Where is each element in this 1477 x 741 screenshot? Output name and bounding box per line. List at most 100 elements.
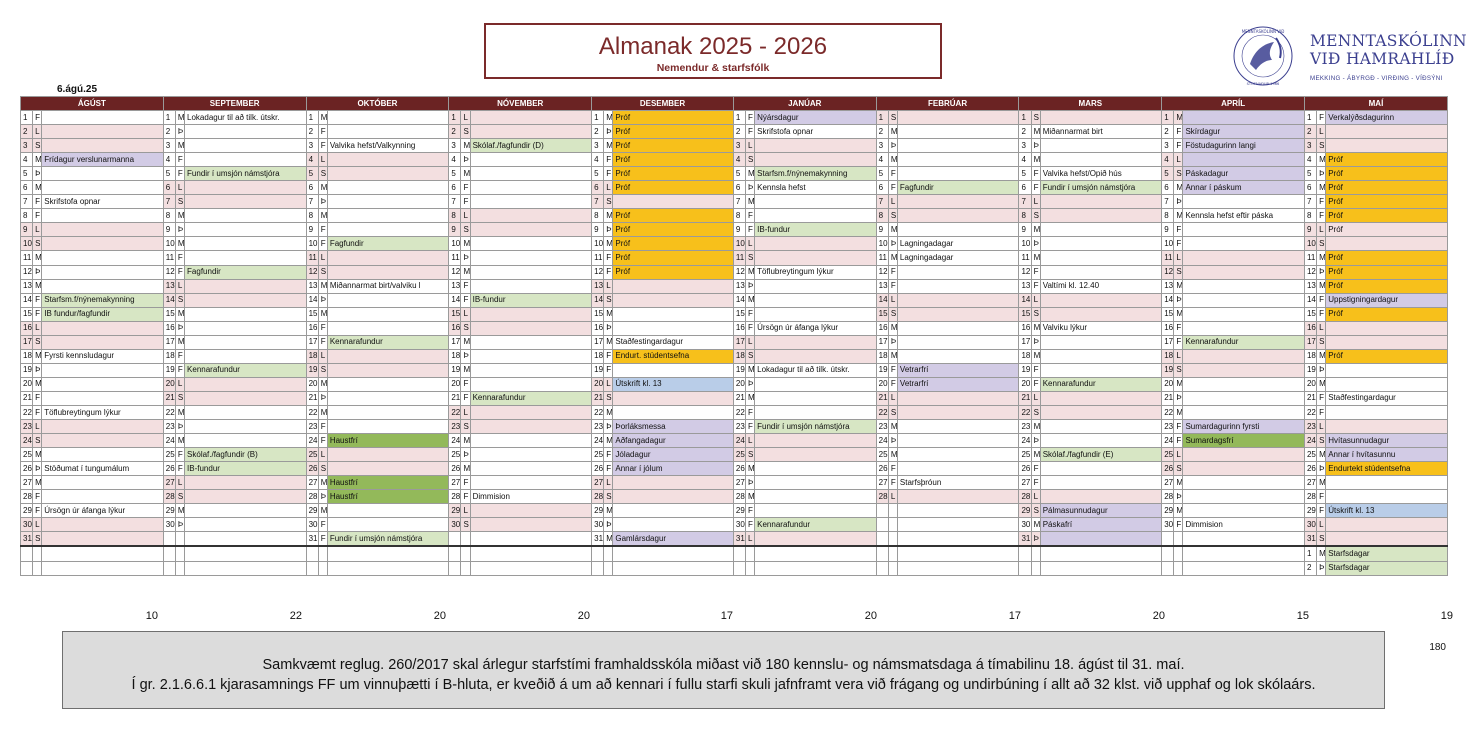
day-event <box>469 250 593 266</box>
day-event: Skólaf./fagfundir (B) <box>184 447 307 463</box>
day-event <box>1039 475 1163 491</box>
day-letter: F <box>32 489 43 505</box>
day-letter: S <box>1173 362 1184 378</box>
day-letter <box>460 545 471 562</box>
day-event <box>1039 306 1163 322</box>
day-event <box>469 517 593 533</box>
day-letter: F <box>745 208 756 224</box>
month-header-4: DESEMBER <box>591 96 734 111</box>
day-event <box>326 250 450 266</box>
day-letter: Þ <box>603 222 614 238</box>
day-letter: M <box>1173 180 1184 196</box>
day-letter: S <box>1030 404 1041 421</box>
day-event <box>326 503 450 519</box>
day-number: 31 <box>19 531 34 548</box>
day-letter <box>32 545 43 562</box>
day-letter: M <box>887 447 898 463</box>
day-event <box>612 320 734 336</box>
day-number: 23 <box>448 419 462 435</box>
day-event <box>612 194 734 210</box>
day-event <box>1182 348 1305 364</box>
day-number: 14 <box>19 292 34 308</box>
calendar-row: 26 Þ Stöðumat í tungumálum 26 F IB-fundur 26 S 2… <box>19 461 1448 477</box>
day-event: Dimmision <box>469 489 593 505</box>
day-letter: M <box>174 503 186 519</box>
day-event: Fundir í umsjón námstjóra <box>184 166 307 182</box>
day-letter: M <box>32 180 43 196</box>
day-event: Kennarafundur <box>326 334 450 350</box>
day-number: 4 <box>448 152 462 168</box>
day-number: 13 <box>448 278 462 294</box>
day-event <box>1039 348 1163 364</box>
day-letter: S <box>745 447 756 463</box>
day-number: 17 <box>162 334 176 350</box>
day-number: 11 <box>305 250 319 266</box>
day-number: 15 <box>19 306 34 322</box>
month-day-count: 20 <box>577 610 590 622</box>
day-letter: M <box>745 489 756 505</box>
day-letter: M <box>603 334 614 350</box>
day-number: 11 <box>875 250 889 266</box>
day-event: Hvítasunnudagur <box>1325 433 1448 449</box>
day-event <box>326 194 450 210</box>
day-event: Skólaf./fagfundir (E) <box>1039 447 1163 463</box>
day-number: 25 <box>1303 447 1318 463</box>
day-event <box>326 124 450 140</box>
day-letter: F <box>317 222 328 238</box>
day-number: 8 <box>732 208 747 224</box>
day-event <box>469 503 593 519</box>
day-event <box>896 447 1020 463</box>
day-event <box>41 560 164 576</box>
day-event: Skrifstofa opnar <box>754 124 877 140</box>
day-letter: M <box>1316 250 1327 266</box>
day-number: 3 <box>1018 138 1032 154</box>
day-number: 16 <box>1303 320 1318 336</box>
day-number: 6 <box>591 180 605 196</box>
day-number: 17 <box>448 334 462 350</box>
date-label: 6.ágú.25 <box>57 84 98 95</box>
day-event: Fyrsti kennsludagur <box>41 348 164 364</box>
day-letter: L <box>460 208 471 224</box>
day-letter: L <box>1316 222 1327 238</box>
day-number: 7 <box>305 194 319 210</box>
month-day-count: 17 <box>720 610 733 622</box>
calendar-row: 10 S 10 M 10 F Fagfundir 10 M 10 M Próf 10 L 10 Þ Lagnin… <box>19 236 1448 252</box>
day-letter: F <box>32 503 43 519</box>
day-event <box>1325 320 1448 336</box>
day-letter: M <box>32 475 43 491</box>
day-letter: F <box>174 264 186 280</box>
day-number: 25 <box>732 447 747 463</box>
day-number: 2 <box>305 124 319 140</box>
day-event <box>41 320 164 336</box>
day-event <box>896 419 1020 435</box>
day-event <box>754 390 877 406</box>
day-letter: L <box>745 531 756 548</box>
day-number: 1 <box>1303 109 1318 126</box>
day-number: 12 <box>162 264 176 280</box>
day-event <box>1039 489 1163 505</box>
day-letter: M <box>32 152 43 168</box>
day-number: 16 <box>875 320 889 336</box>
day-number <box>591 545 605 562</box>
day-number: 30 <box>1018 517 1032 533</box>
day-number: 17 <box>305 334 319 350</box>
day-number <box>448 531 462 548</box>
day-event: Páskadagur <box>1182 166 1305 182</box>
day-letter: M <box>32 447 43 463</box>
day-number: 18 <box>732 348 747 364</box>
day-event: Staðfestingardagur <box>612 334 734 350</box>
day-number: 21 <box>732 390 747 406</box>
day-number: 2 <box>19 124 34 140</box>
day-number: 9 <box>305 222 319 238</box>
day-event <box>612 278 734 294</box>
day-event: Próf <box>1325 194 1448 210</box>
day-letter: M <box>887 320 898 336</box>
day-number: 29 <box>591 503 605 519</box>
day-event <box>896 109 1020 126</box>
day-number: 1 <box>875 109 889 126</box>
day-event: Starfsm.f/nýnemakynning <box>754 166 877 182</box>
day-letter: S <box>317 264 328 280</box>
day-event: Annar í jólum <box>612 461 734 477</box>
day-letter: F <box>887 166 898 182</box>
day-letter: M <box>32 278 43 294</box>
